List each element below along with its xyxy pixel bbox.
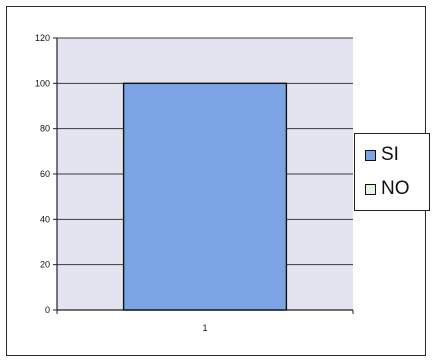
legend-label-no: NO <box>381 178 410 199</box>
y-tick-label: 0 <box>45 305 50 315</box>
legend-item-si: SI <box>365 144 399 166</box>
legend-swatch-no <box>365 183 376 195</box>
legend-label-si: SI <box>381 144 399 165</box>
y-tick-label: 20 <box>40 260 50 270</box>
x-tick-label: 1 <box>202 323 207 333</box>
y-tick-label: 60 <box>40 169 50 179</box>
legend: SI NO <box>354 133 430 211</box>
legend-item-no: NO <box>365 178 410 200</box>
y-tick-label: 120 <box>35 33 50 43</box>
y-tick-label: 80 <box>40 124 50 134</box>
bar-si <box>122 82 288 311</box>
y-tick-label: 40 <box>40 214 50 224</box>
y-tick-label: 100 <box>35 78 50 88</box>
legend-swatch-si <box>365 149 376 161</box>
